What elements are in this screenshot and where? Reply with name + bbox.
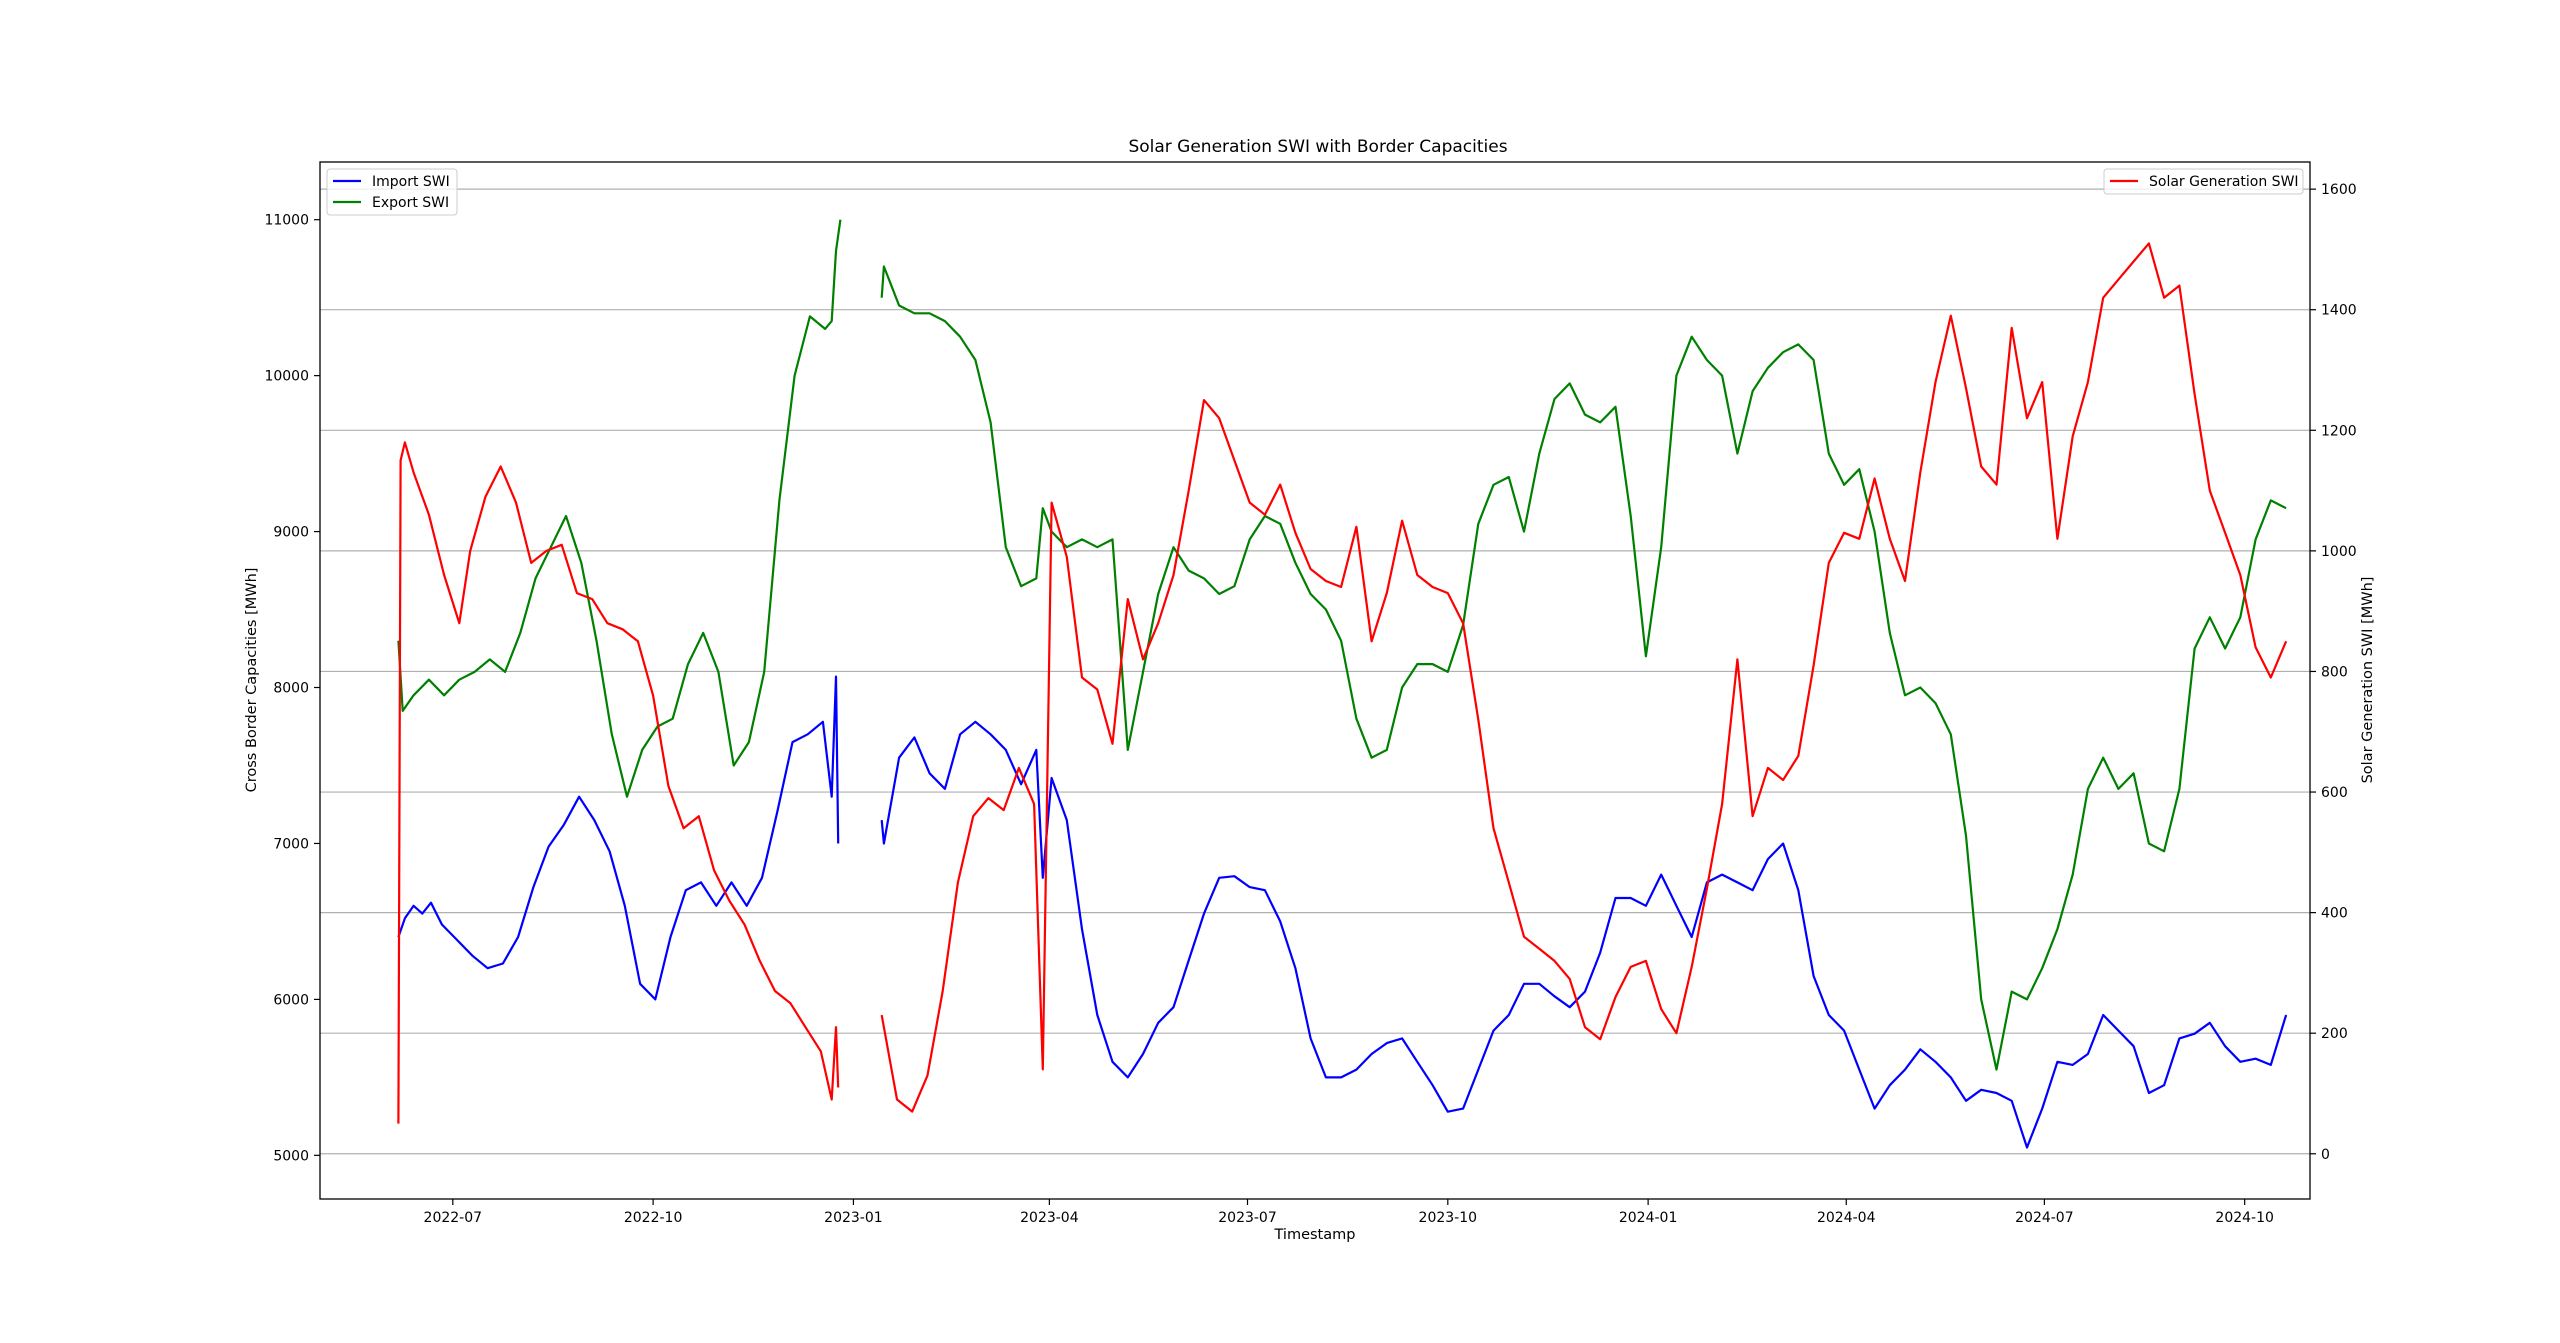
y-axis-left-label: Cross Border Capacities [MWh] — [244, 568, 260, 793]
y-right-tick-label: 1200 — [2321, 423, 2357, 439]
y-left-tick-label: 10000 — [264, 369, 309, 385]
y-left-tick-label: 8000 — [273, 681, 309, 697]
x-tick-label: 2023-10 — [1419, 1210, 1478, 1226]
y-left-tick-label: 5000 — [273, 1148, 309, 1164]
x-tick-label: 2022-07 — [424, 1210, 483, 1226]
x-tick-label: 2023-07 — [1218, 1210, 1277, 1226]
x-tick-label: 2024-07 — [2015, 1210, 2074, 1226]
y-right-tick-label: 200 — [2321, 1026, 2348, 1042]
y-right-tick-label: 800 — [2321, 664, 2348, 680]
x-tick-label: 2024-01 — [1619, 1210, 1678, 1226]
x-tick-label: 2023-04 — [1020, 1210, 1079, 1226]
x-tick-label: 2024-10 — [2215, 1210, 2274, 1226]
y-left-tick-label: 7000 — [273, 836, 309, 852]
legend-label-export: Export SWI — [372, 195, 449, 211]
y-right-tick-label: 1600 — [2321, 182, 2357, 198]
y-right-tick-label: 0 — [2321, 1147, 2330, 1163]
y-right-tick-label: 600 — [2321, 785, 2348, 801]
x-tick-label: 2024-04 — [1817, 1210, 1876, 1226]
x-tick-label: 2022-10 — [624, 1210, 683, 1226]
y-left-tick-label: 11000 — [264, 213, 309, 229]
y-axis-right-label: Solar Generation SWI [MWh] — [2360, 577, 2376, 784]
legend-label-solar: Solar Generation SWI — [2149, 174, 2299, 190]
legend-right: Solar Generation SWI — [2104, 169, 2303, 194]
x-axis-label: Timestamp — [1274, 1227, 1356, 1243]
chart-title: Solar Generation SWI with Border Capacit… — [1128, 137, 1507, 157]
legend-left: Import SWI Export SWI — [327, 169, 457, 215]
legend-label-import: Import SWI — [372, 174, 450, 190]
x-tick-label: 2023-01 — [824, 1210, 883, 1226]
y-left-tick-label: 6000 — [273, 992, 309, 1008]
y-right-tick-label: 400 — [2321, 906, 2348, 922]
y-left-tick-label: 9000 — [273, 525, 309, 541]
y-right-tick-label: 1000 — [2321, 544, 2357, 560]
y-right-tick-label: 1400 — [2321, 303, 2357, 319]
